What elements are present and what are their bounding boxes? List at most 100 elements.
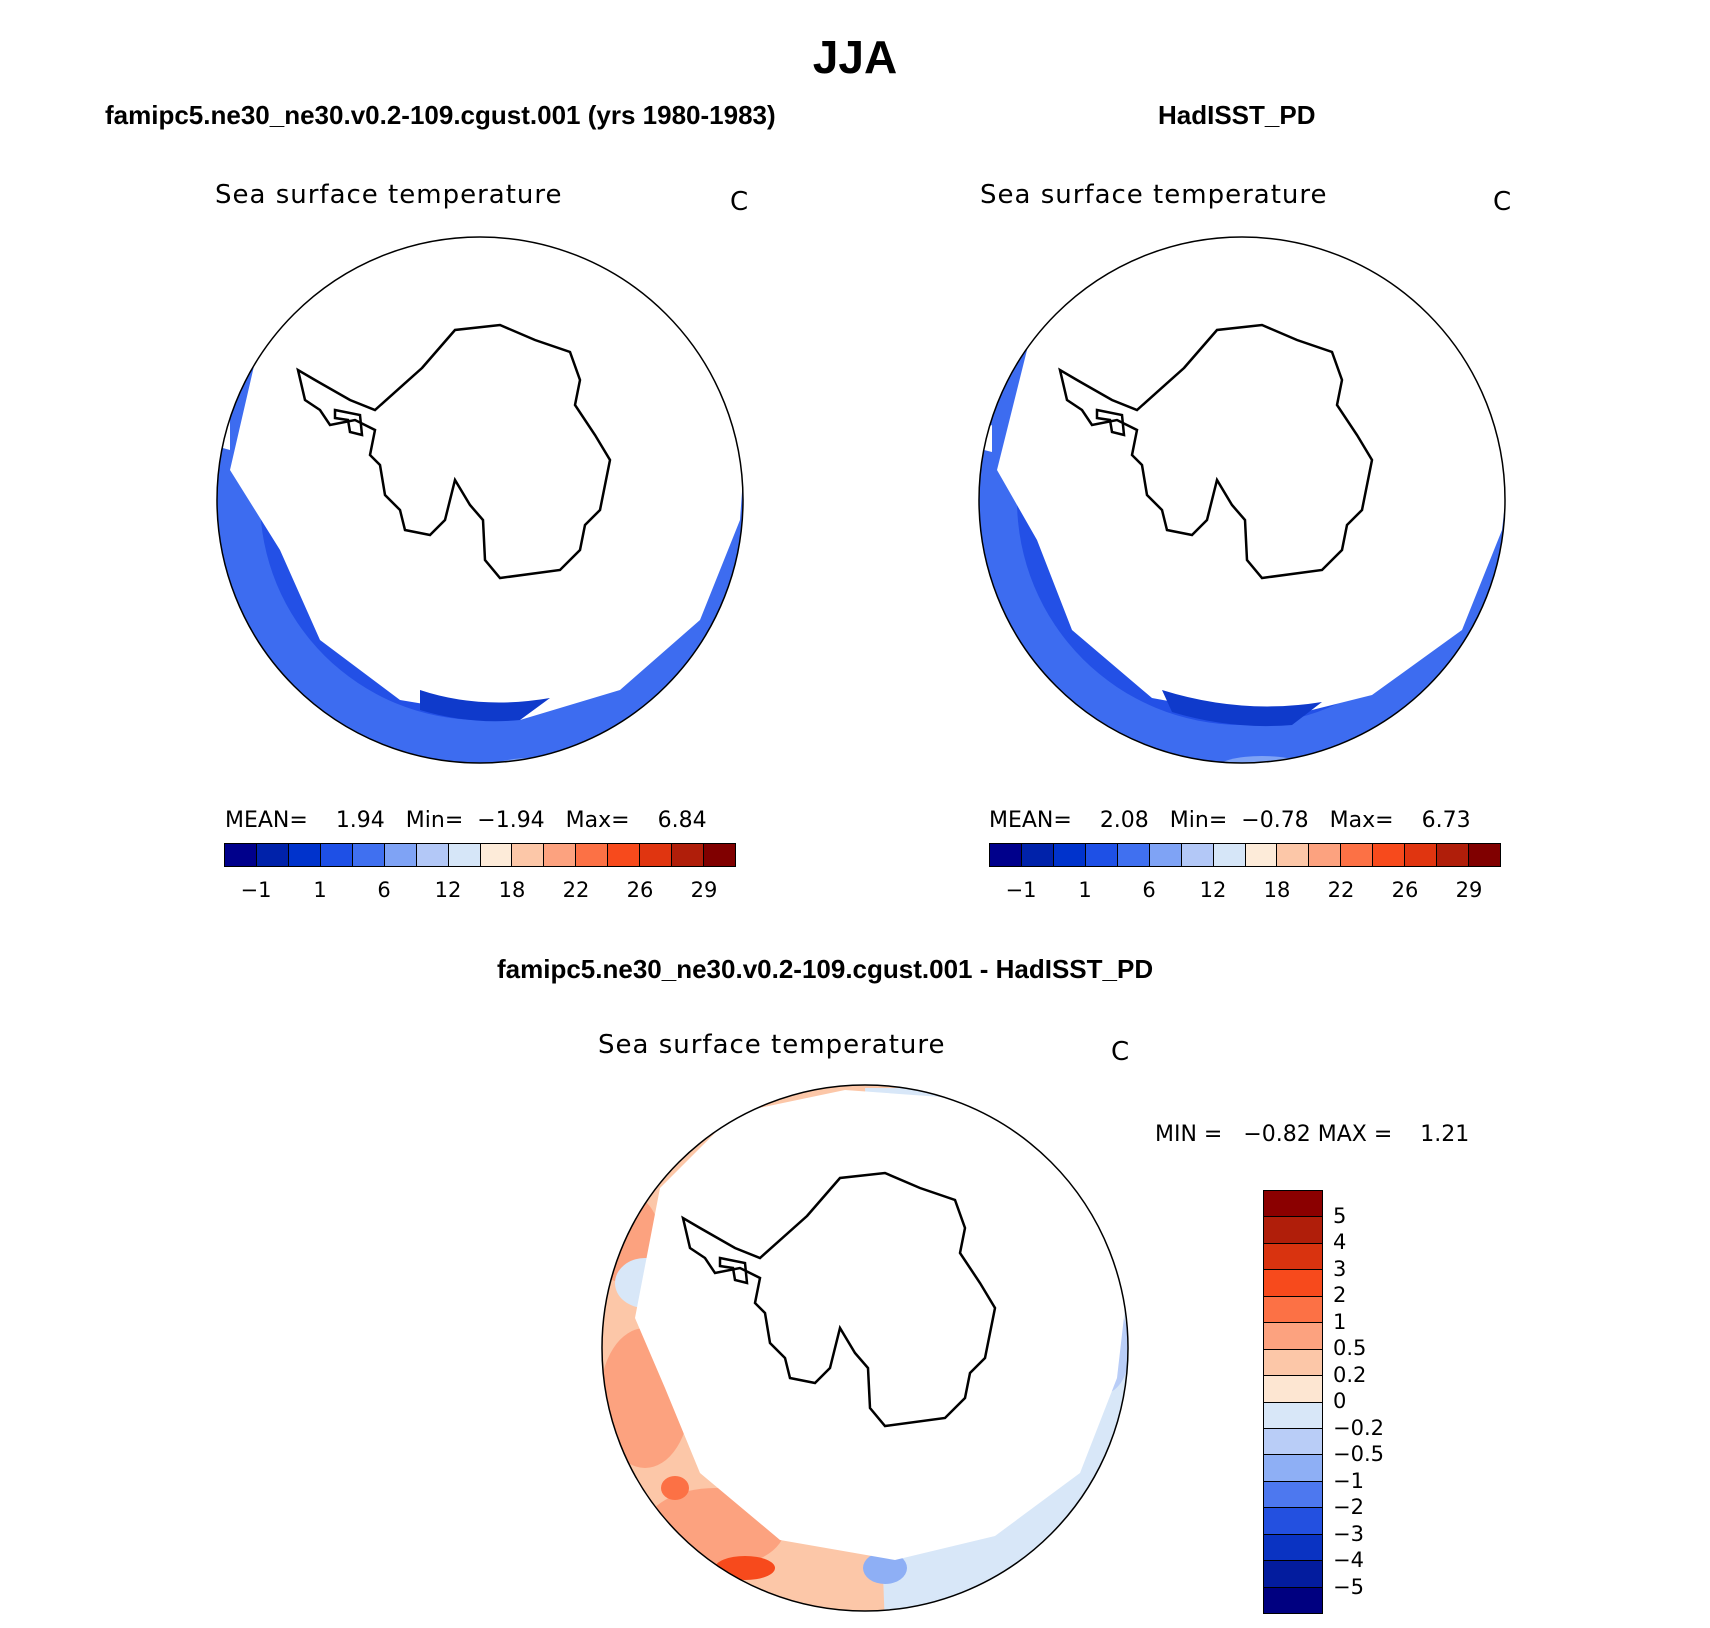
max-label: Max=: [565, 808, 630, 833]
panel2-subtitle: HadISST_PD: [1158, 100, 1316, 130]
diff-hot-patch: [661, 1476, 689, 1500]
colorbar-swatch: [1264, 1296, 1322, 1324]
min-label: Min=: [1169, 808, 1228, 833]
colorbar-swatch: [640, 844, 673, 866]
colorbar-swatch: [990, 844, 1022, 866]
colorbar-tick-label: −4: [1333, 1548, 1364, 1572]
min-value: −1.94: [477, 808, 545, 833]
colorbar-tick-label: 6: [1142, 878, 1156, 902]
panel2-units-label: C: [1493, 187, 1512, 217]
panel2-colorbar: [989, 843, 1501, 867]
colorbar-swatch: [704, 844, 735, 866]
diff-cool-patch: [863, 1552, 907, 1584]
colorbar-swatch: [1405, 844, 1438, 866]
panel1-polar-map: [216, 236, 744, 764]
colorbar-swatch: [1264, 1561, 1322, 1588]
colorbar-swatch: [448, 844, 481, 866]
min-label: Min=: [405, 808, 464, 833]
colorbar-tick-label: −0.5: [1333, 1442, 1384, 1466]
colorbar-tick-label: 18: [498, 878, 526, 902]
colorbar-swatch: [672, 844, 705, 866]
colorbar-swatch: [1021, 844, 1054, 866]
panel1-variable-label: Sea surface temperature: [215, 180, 563, 210]
colorbar-tick-label: −5: [1333, 1574, 1364, 1599]
colorbar-swatch: [1264, 1376, 1322, 1403]
colorbar-swatch: [1264, 1323, 1322, 1350]
ice-shelf-outline: [718, 1256, 749, 1285]
panel3-colorbar-ticks: 5 4 3 2 1 0.5 0.2 0 −0.2 −0.5 −1 −2 −3 −4 −5: [1333, 1190, 1423, 1614]
colorbar-tick-label: 1: [313, 878, 327, 902]
colorbar-swatch: [352, 844, 385, 866]
colorbar-tick-label: 0: [1333, 1389, 1347, 1413]
colorbar-swatch: [384, 844, 417, 866]
colorbar-tick-label: 1: [1078, 878, 1092, 902]
min-value: −0.82: [1243, 1122, 1311, 1147]
colorbar-tick-label: 0.5: [1333, 1336, 1367, 1360]
colorbar-swatch: [1309, 844, 1342, 866]
panel1-subtitle: famipc5.ne30_ne30.v0.2-109.cgust.001 (yr…: [105, 100, 776, 130]
panel3-subtitle: famipc5.ne30_ne30.v0.2-109.cgust.001 - H…: [497, 954, 1154, 984]
colorbar-swatch: [1264, 1270, 1322, 1297]
panel2-polar-map: [978, 236, 1506, 764]
panel3-stats: MIN = −0.82 MAX = 1.21: [1155, 1122, 1469, 1147]
colorbar-tick-label: −0.2: [1333, 1415, 1384, 1440]
colorbar-tick-label: 22: [562, 878, 590, 902]
colorbar-tick-label: 0.2: [1333, 1362, 1367, 1387]
antarctica-coastline: [296, 323, 612, 580]
mean-label: MEAN=: [989, 808, 1072, 833]
cold-band: [420, 690, 550, 722]
sea-ice-mask: [635, 1090, 1125, 1560]
colorbar-swatch: [1373, 844, 1406, 866]
colorbar-tick-label: −1: [1333, 1468, 1364, 1493]
panel3-units-label: C: [1111, 1037, 1130, 1067]
colorbar-swatch: [1264, 1349, 1322, 1377]
max-value: 6.84: [657, 808, 707, 833]
panel1-colorbar-ticks: −1 1 6 12 18 22 26 29: [224, 878, 736, 908]
sea-ice-mask: [997, 237, 1505, 720]
colorbar-swatch: [1264, 1428, 1322, 1456]
colorbar-swatch: [1264, 1243, 1322, 1271]
colorbar-swatch: [1437, 844, 1470, 866]
colorbar-swatch: [1264, 1587, 1322, 1613]
mean-value: 1.94: [335, 808, 385, 833]
colorbar-tick-label: 4: [1333, 1230, 1347, 1254]
colorbar-swatch: [480, 844, 513, 866]
colorbar-swatch: [1277, 844, 1310, 866]
min-value: −0.78: [1241, 808, 1309, 833]
colorbar-swatch: [416, 844, 449, 866]
colorbar-swatch: [1264, 1402, 1322, 1429]
colorbar-swatch: [225, 844, 257, 866]
mean-value: 2.08: [1099, 808, 1149, 833]
colorbar-tick-label: 26: [626, 878, 654, 902]
colorbar-tick-label: −3: [1333, 1521, 1364, 1546]
colorbar-swatch: [1341, 844, 1374, 866]
cold-band: [1162, 690, 1322, 727]
colorbar-swatch: [1264, 1534, 1322, 1562]
colorbar-tick-label: −2: [1333, 1495, 1364, 1519]
panel3-polar-map: [601, 1084, 1129, 1612]
colorbar-swatch: [576, 844, 609, 866]
panel3-variable-label: Sea surface temperature: [598, 1030, 946, 1060]
colorbar-swatch: [1264, 1455, 1322, 1482]
colorbar-tick-label: 18: [1263, 878, 1291, 902]
colorbar-tick-label: 1: [1333, 1309, 1347, 1334]
colorbar-swatch: [1264, 1481, 1322, 1509]
max-label: Max=: [1329, 808, 1394, 833]
min-label: MIN =: [1155, 1122, 1223, 1147]
max-value: 1.21: [1420, 1122, 1470, 1147]
panel1-stats: MEAN= 1.94 Min= −1.94 Max= 6.84: [225, 808, 707, 833]
diff-hot-patch: [715, 1556, 775, 1580]
colorbar-tick-label: 29: [690, 878, 718, 902]
colorbar-tick-label: 2: [1333, 1283, 1347, 1307]
coast-notch: [217, 420, 230, 450]
panel2-colorbar-ticks: −1 1 6 12 18 22 26 29: [989, 878, 1501, 908]
warm-patch: [1217, 756, 1307, 763]
colorbar-tick-label: −1: [1005, 878, 1037, 902]
colorbar-swatch: [544, 844, 577, 866]
max-label: MAX =: [1317, 1122, 1393, 1147]
colorbar-swatch: [320, 844, 353, 866]
ice-shelf-outline: [333, 408, 364, 437]
colorbar-tick-label: 5: [1333, 1203, 1347, 1228]
panel1-colorbar: [224, 843, 736, 867]
colorbar-swatch: [1264, 1217, 1322, 1244]
